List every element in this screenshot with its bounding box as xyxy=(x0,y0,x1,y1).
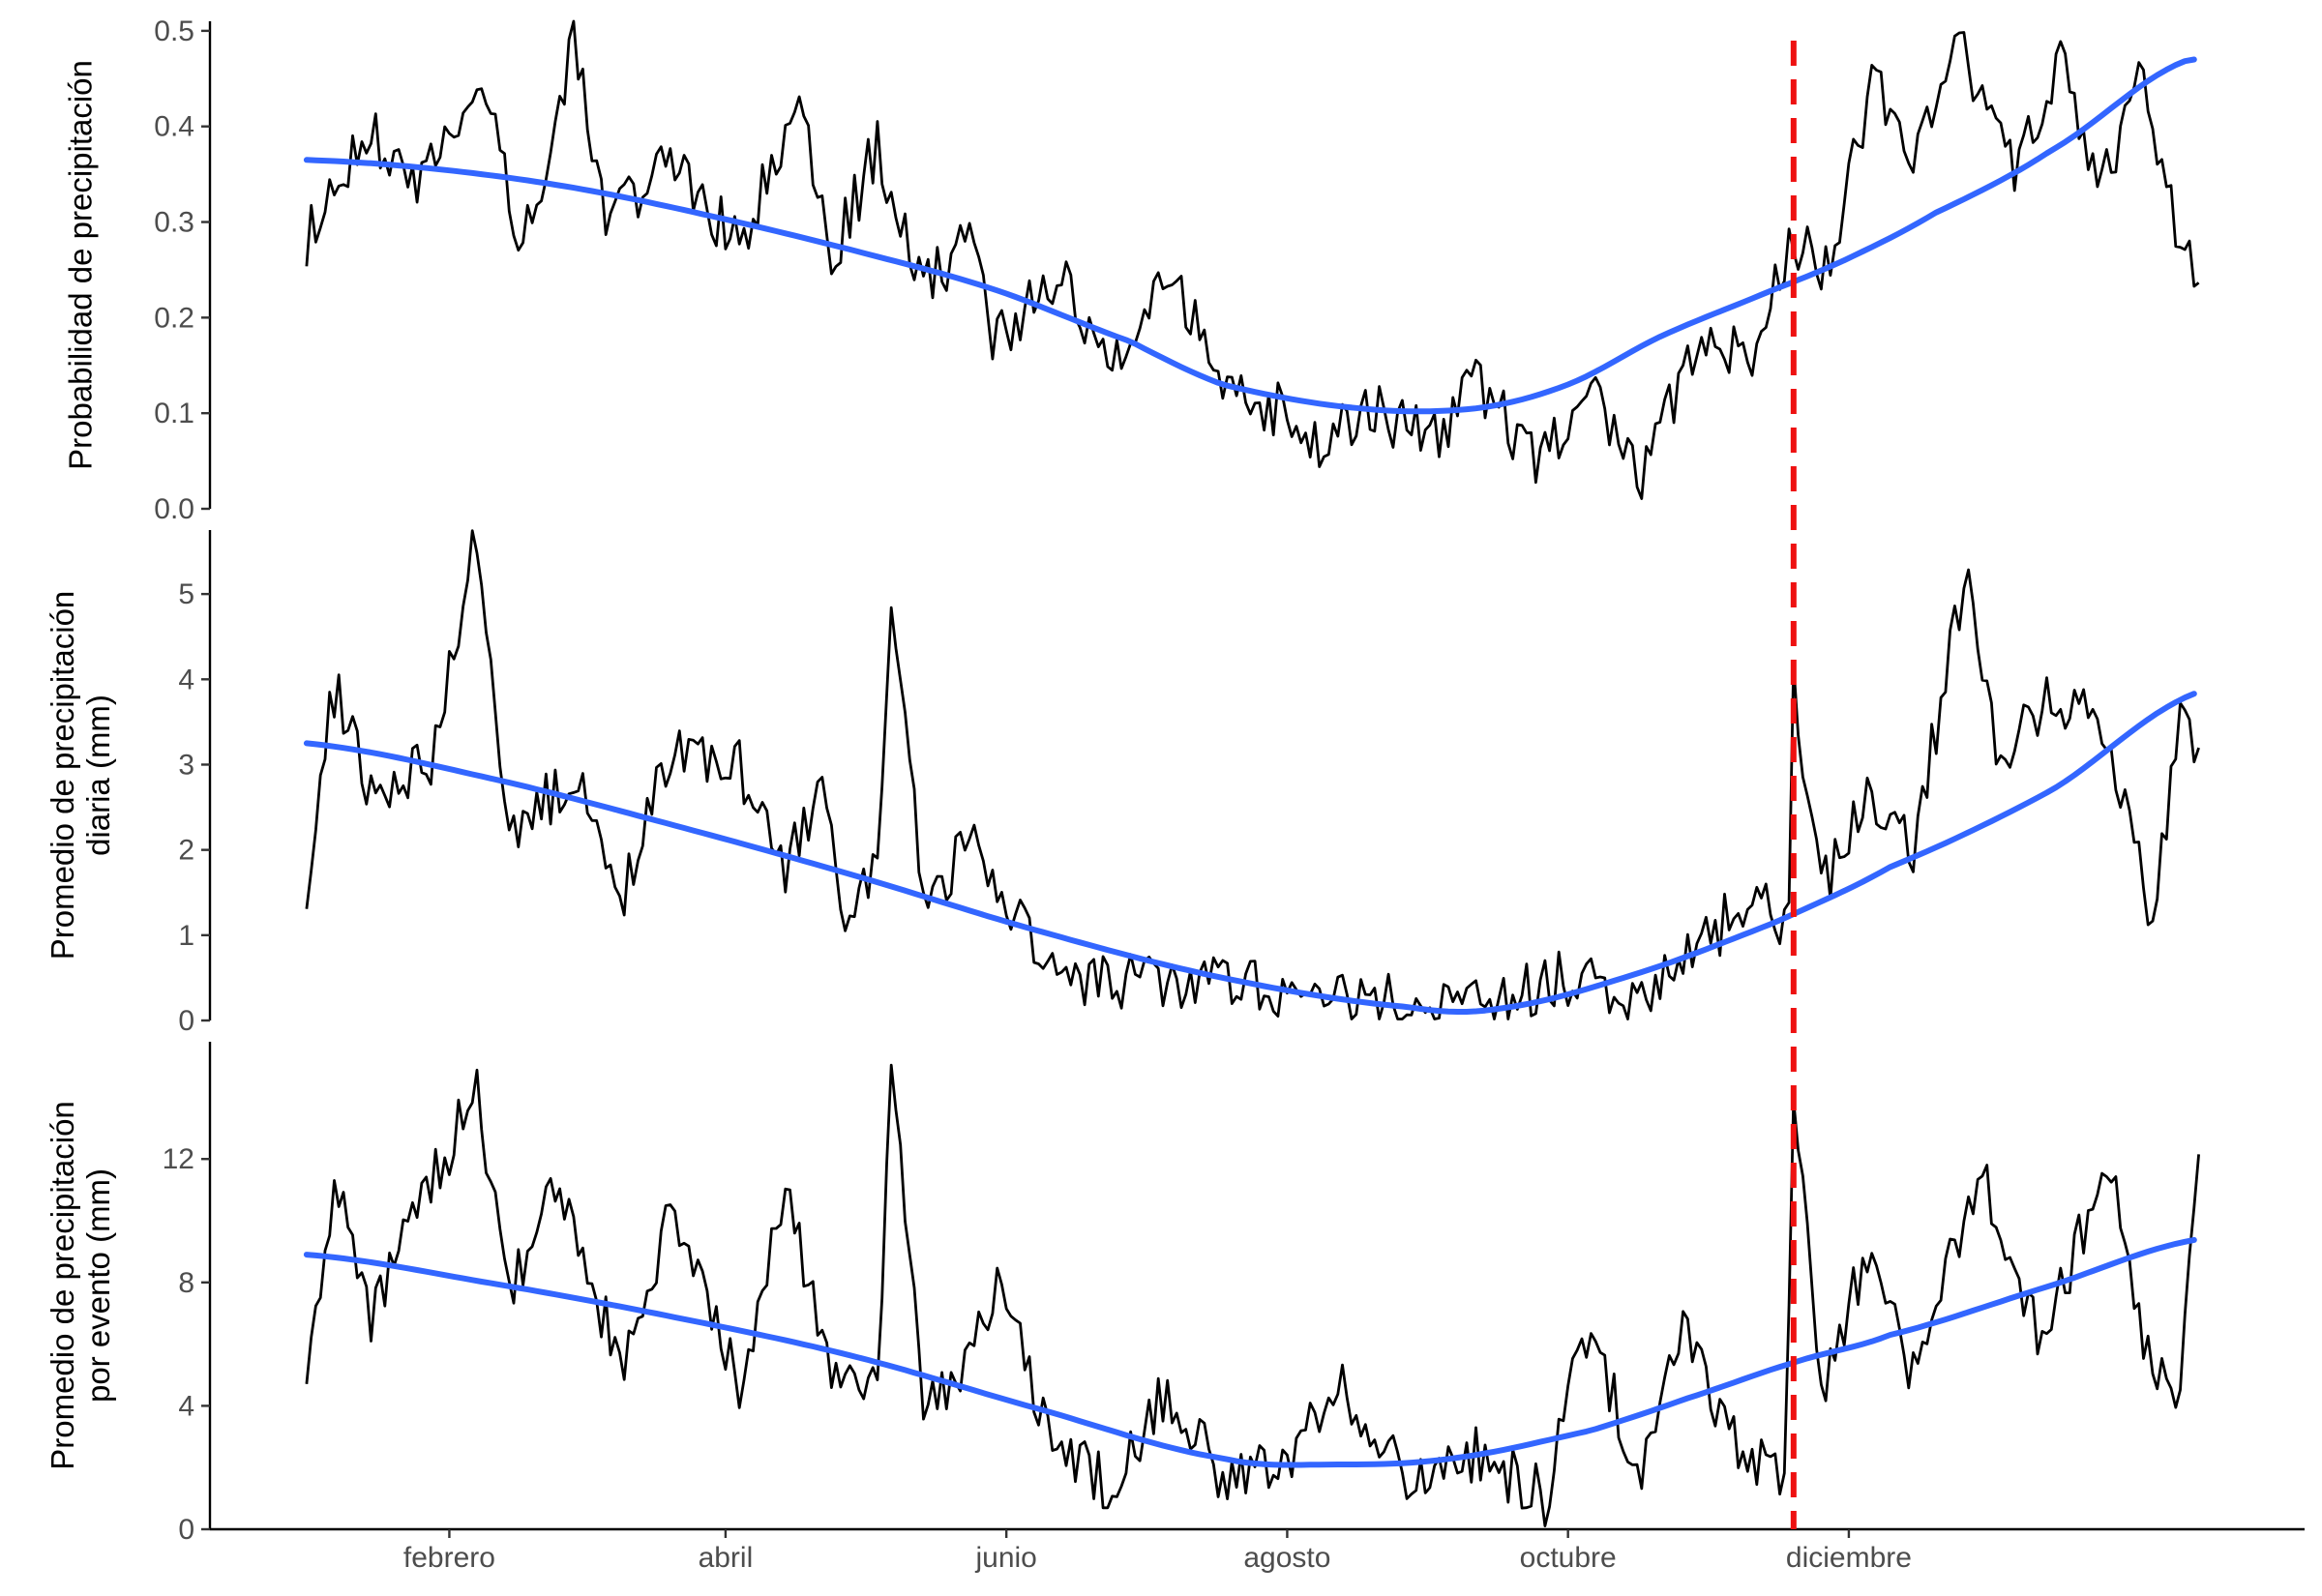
y-tick-label: 4 xyxy=(178,664,194,695)
chart-panels: 0.0 0.1 0.2 0.3 0.4 0.5 Probabilidad de precip… xyxy=(45,15,2200,1546)
y-tick-label: 0.4 xyxy=(154,111,194,143)
y-tick-label: 0.2 xyxy=(154,302,194,334)
smooth-trend-line xyxy=(303,56,2197,415)
y-tick-label: 0.1 xyxy=(154,398,194,429)
daily-series-line xyxy=(305,19,2200,500)
x-tick-label: febrero xyxy=(403,1542,495,1574)
y-axis-title: Probabilidad de precipitación xyxy=(63,60,99,470)
y-tick-label: 0.3 xyxy=(154,207,194,239)
y-tick-label: 8 xyxy=(178,1267,194,1299)
panel-3: 0 4 8 12 Promedio de precipitación por evento… xyxy=(45,1042,2200,1546)
y-tick-label: 3 xyxy=(178,749,194,781)
y-axis-title: diaria (mm) xyxy=(80,695,116,856)
y-axis-title: Promedio de precipitación xyxy=(45,591,80,961)
x-tick-label: agosto xyxy=(1243,1542,1330,1574)
y-tick-label: 0.0 xyxy=(154,493,194,525)
x-axis: febrero abril junio agosto octubre diciembre xyxy=(210,1527,2305,1574)
y-axis-title: por evento (mm) xyxy=(80,1168,116,1403)
smooth-trend-line xyxy=(303,691,2197,1015)
x-tick-label: junio xyxy=(974,1542,1036,1574)
y-axis-title: Promedio de precipitación xyxy=(45,1101,80,1470)
y-tick-label: 0 xyxy=(178,1005,194,1037)
daily-series-line xyxy=(305,529,2200,1020)
y-tick-label: 4 xyxy=(178,1390,194,1422)
x-tick-label: octubre xyxy=(1520,1542,1617,1574)
y-tick-label: 12 xyxy=(163,1143,194,1175)
smooth-trend-line xyxy=(303,1236,2197,1468)
x-tick-label: abril xyxy=(699,1542,754,1574)
y-tick-label: 5 xyxy=(178,578,194,610)
panel-1: 0.0 0.1 0.2 0.3 0.4 0.5 Probabilidad de precip… xyxy=(63,15,2200,525)
y-tick-label: 0.5 xyxy=(154,15,194,47)
y-tick-label: 0 xyxy=(178,1514,194,1546)
x-tick-label: diciembre xyxy=(1786,1542,1912,1574)
y-tick-label: 1 xyxy=(178,920,194,952)
panel-2: 0 1 2 3 4 5 Promedio de precipitación diaria (m… xyxy=(45,529,2200,1037)
y-tick-label: 2 xyxy=(178,835,194,867)
